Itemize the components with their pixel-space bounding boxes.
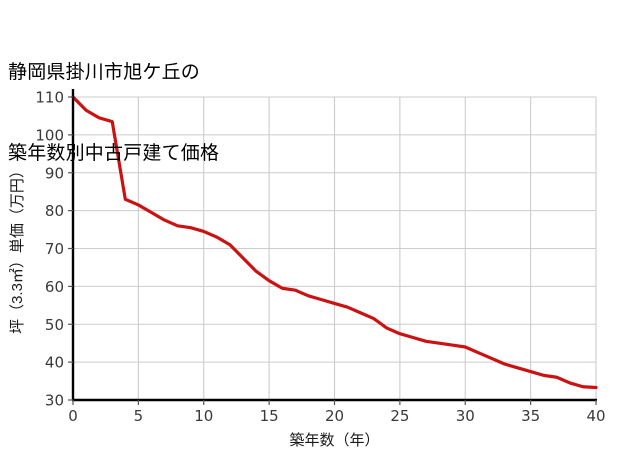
x-tick-label: 30 [456,407,475,425]
y-tick-label: 80 [45,202,64,220]
y-tick-label: 70 [45,240,64,258]
y-tick-label: 60 [45,278,64,296]
chart-title-line-1: 静岡県掛川市旭ケ丘の [8,61,201,83]
x-tick-label: 0 [68,407,78,425]
x-tick-label: 25 [390,407,409,425]
axis-titles: 築年数（年） 坪（3.3㎡）単価（万円） [9,163,380,449]
data-series-layer [71,95,598,390]
y-axis-title: 坪（3.3㎡）単価（万円） [9,163,26,334]
x-tick-label: 20 [325,407,344,425]
y-tick-label: 30 [45,392,64,410]
x-tick-label: 40 [586,407,605,425]
y-tick-label: 110 [35,89,64,107]
axis-lines [68,89,597,405]
chart-title: 静岡県掛川市旭ケ丘の 築年数別中古戸建て価格 [8,6,219,222]
x-tick-label: 10 [194,407,213,425]
y-tick-label: 40 [45,354,64,372]
y-tick-label: 100 [35,126,64,144]
x-tick-label: 5 [134,407,144,425]
y-tick-label: 90 [45,164,64,182]
x-tick-label: 15 [260,407,279,425]
y-tick-label: 50 [45,316,64,334]
x-tick-label: 35 [521,407,540,425]
chart-title-line-2: 築年数別中古戸建て価格 [8,142,220,164]
tick-labels: 30 40 50 60 70 80 90 100 110 0 5 10 15 20 25 30 35 40 [35,89,605,426]
x-axis-title: 築年数（年） [289,431,379,449]
